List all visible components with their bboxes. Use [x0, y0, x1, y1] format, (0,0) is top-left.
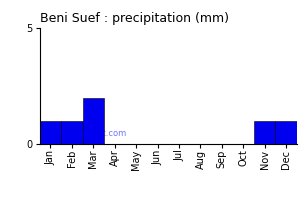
Bar: [275, 121, 297, 144]
Bar: [254, 121, 275, 144]
Text: Beni Suef : precipitation (mm): Beni Suef : precipitation (mm): [40, 12, 229, 25]
Text: www.allmetsat.com: www.allmetsat.com: [45, 129, 127, 138]
Bar: [83, 98, 104, 144]
Bar: [61, 121, 83, 144]
Bar: [40, 121, 61, 144]
